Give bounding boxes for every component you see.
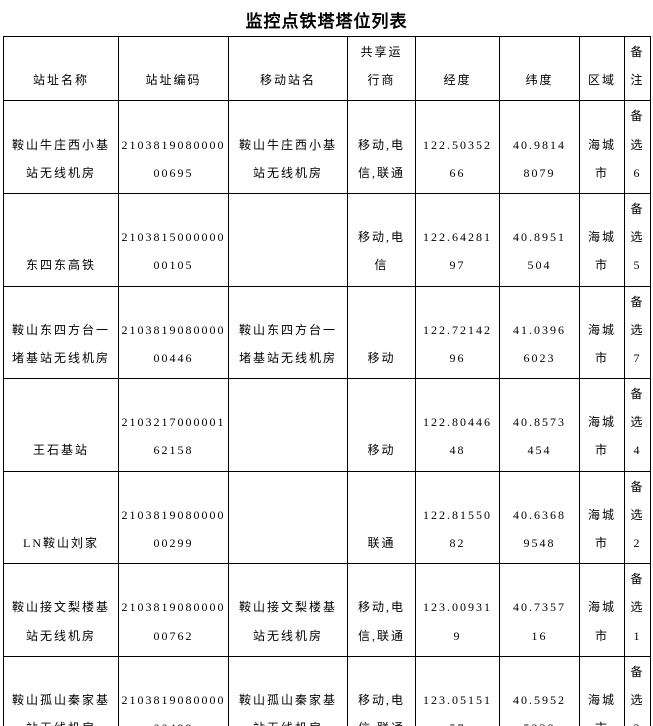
cell-region: 海城 市 — [579, 563, 625, 657]
cell-operator: 移动 — [347, 378, 416, 472]
cell-latitude: 40.7357 16 — [499, 563, 580, 657]
cell-site-name: 鞍山接文梨楼基 站无线机房 — [3, 563, 119, 657]
col-header-longitude: 经度 — [415, 35, 500, 102]
cell-mobile-name: 鞍山接文梨楼基 站无线机房 — [228, 563, 348, 657]
col-header-region: 区域 — [579, 35, 625, 102]
cell-longitude: 123.00931 9 — [415, 563, 500, 657]
cell-region: 海城 市 — [579, 655, 625, 726]
table-row: 鞍山东四方台一 堵基站无线机房 2103819080000 00446 鞍山东四… — [3, 285, 651, 380]
cell-operator: 移动,电 信 — [347, 192, 416, 287]
cell-remark: 备 选 4 — [624, 378, 651, 472]
table-row: 王石基站 2103217000001 62158 移动 122.80446 48… — [3, 378, 651, 472]
cell-region: 海城 市 — [579, 470, 625, 565]
col-header-site-name: 站址名称 — [3, 35, 119, 102]
cell-longitude: 122.50352 66 — [415, 100, 500, 194]
table-row: 东四东高铁 2103815000000 00105 移动,电 信 122.642… — [3, 192, 651, 287]
cell-remark: 备 选 7 — [624, 285, 651, 380]
cell-region: 海城 市 — [579, 192, 625, 287]
cell-site-code: 2103819080000 00499 — [118, 655, 229, 726]
cell-site-code: 2103819080000 00762 — [118, 563, 229, 657]
cell-latitude: 40.6368 9548 — [499, 470, 580, 565]
cell-site-code: 2103819080000 00446 — [118, 285, 229, 380]
cell-site-name: 鞍山东四方台一 堵基站无线机房 — [3, 285, 119, 380]
cell-site-name: 鞍山牛庄西小基 站无线机房 — [3, 100, 119, 194]
cell-site-name: 鞍山孤山秦家基 站无线机房 — [3, 655, 119, 726]
cell-region: 海城 市 — [579, 100, 625, 194]
cell-latitude: 40.8573 454 — [499, 378, 580, 472]
cell-remark: 备 选 6 — [624, 100, 651, 194]
cell-site-name: LN鞍山刘家 — [3, 470, 119, 565]
col-header-remark: 备 注 — [624, 35, 651, 102]
page-title: 监控点铁塔塔位列表 — [245, 12, 408, 31]
cell-site-code: 2103815000000 00105 — [118, 192, 229, 287]
cell-operator: 联通 — [347, 470, 416, 565]
table-row: 鞍山接文梨楼基 站无线机房 2103819080000 00762 鞍山接文梨楼… — [3, 563, 651, 657]
cell-latitude: 40.5952 5238 — [499, 655, 580, 726]
cell-longitude: 123.05151 57 — [415, 655, 500, 726]
cell-operator: 移动 — [347, 285, 416, 380]
cell-mobile-name: 鞍山孤山秦家基 站无线机房 — [228, 655, 348, 726]
cell-mobile-name — [228, 192, 348, 287]
cell-latitude: 40.8951 504 — [499, 192, 580, 287]
cell-operator: 移动,电 信,联通 — [347, 100, 416, 194]
cell-region: 海城 市 — [579, 285, 625, 380]
cell-site-code: 2103819080000 00695 — [118, 100, 229, 194]
cell-operator: 移动,电 信,联通 — [347, 655, 416, 726]
cell-latitude: 40.9814 8079 — [499, 100, 580, 194]
col-header-site-code: 站址编码 — [118, 35, 229, 102]
cell-remark: 备 选 1 — [624, 563, 651, 657]
cell-site-code: 2103819080000 00299 — [118, 470, 229, 565]
table-row: 鞍山牛庄西小基 站无线机房 2103819080000 00695 鞍山牛庄西小… — [3, 100, 651, 194]
cell-longitude: 122.80446 48 — [415, 378, 500, 472]
col-header-mobile-name: 移动站名 — [228, 35, 348, 102]
cell-operator: 移动,电 信,联通 — [347, 563, 416, 657]
table-row: 鞍山孤山秦家基 站无线机房 2103819080000 00499 鞍山孤山秦家… — [3, 655, 651, 726]
col-header-operator: 共享运 行商 — [347, 35, 416, 102]
cell-site-name: 东四东高铁 — [3, 192, 119, 287]
cell-mobile-name: 鞍山牛庄西小基 站无线机房 — [228, 100, 348, 194]
cell-longitude: 122.64281 97 — [415, 192, 500, 287]
tower-site-table: 站址名称 站址编码 移动站名 共享运 行商 经度 纬度 区域 备 注 鞍山牛庄西… — [3, 35, 651, 726]
header-row: 站址名称 站址编码 移动站名 共享运 行商 经度 纬度 区域 备 注 — [3, 35, 651, 102]
cell-site-code: 2103217000001 62158 — [118, 378, 229, 472]
cell-latitude: 41.0396 6023 — [499, 285, 580, 380]
cell-mobile-name — [228, 470, 348, 565]
cell-mobile-name: 鞍山东四方台一 堵基站无线机房 — [228, 285, 348, 380]
cell-longitude: 122.72142 96 — [415, 285, 500, 380]
cell-mobile-name — [228, 378, 348, 472]
cell-region: 海城 市 — [579, 378, 625, 472]
table-row: LN鞍山刘家 2103819080000 00299 联通 122.81550 … — [3, 470, 651, 565]
cell-site-name: 王石基站 — [3, 378, 119, 472]
cell-remark: 备 选 5 — [624, 192, 651, 287]
cell-remark: 备 选 3 — [624, 655, 651, 726]
cell-longitude: 122.81550 82 — [415, 470, 500, 565]
col-header-latitude: 纬度 — [499, 35, 580, 102]
cell-remark: 备 选 2 — [624, 470, 651, 565]
